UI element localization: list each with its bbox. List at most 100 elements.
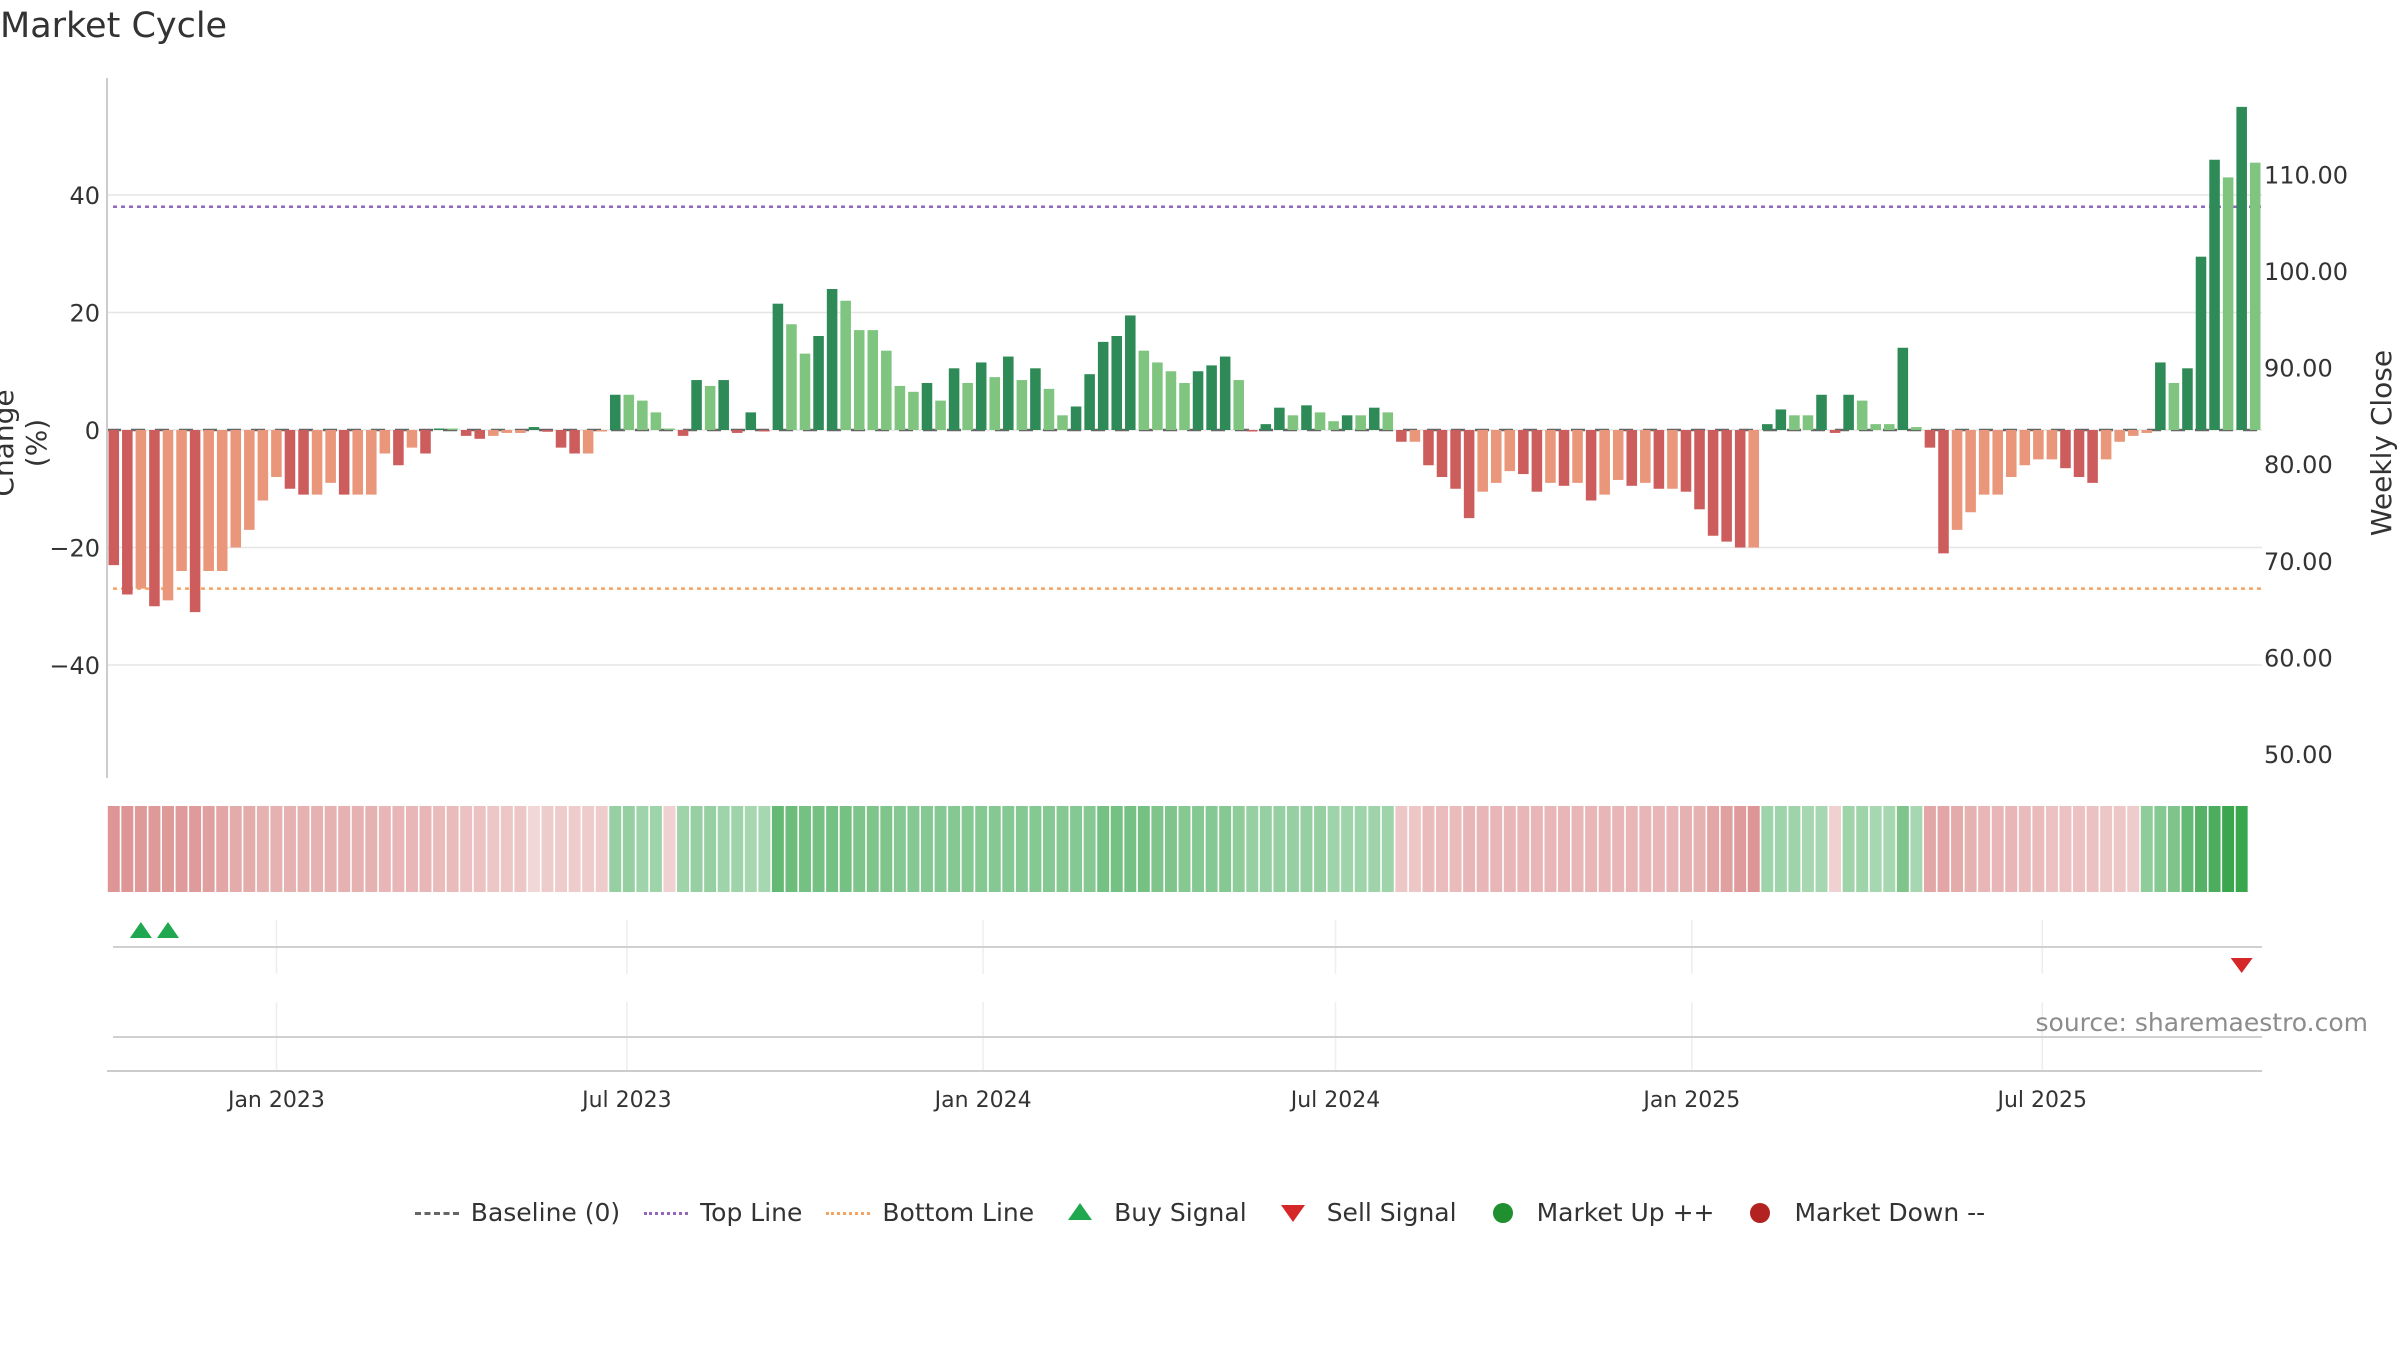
bar (1884, 424, 1895, 430)
bar (908, 391, 919, 430)
strength-cell (988, 806, 1001, 892)
strength-cell (541, 806, 554, 892)
bar (1856, 400, 1868, 430)
strength-cell (1720, 806, 1733, 892)
strength-cell (121, 806, 134, 892)
bar (2087, 430, 2098, 483)
strength-cell (1192, 806, 1205, 892)
strength-cell (1273, 806, 1286, 892)
bar (2005, 430, 2017, 477)
bar (2019, 430, 2031, 466)
strength-cell (324, 806, 337, 892)
strength-cell (338, 806, 351, 892)
bar (352, 430, 364, 495)
legend-market-up: Market Up ++ (1481, 1198, 1714, 1227)
buy-signal-marker (156, 922, 179, 938)
strength-cell (853, 806, 866, 892)
bar (1341, 415, 1353, 430)
strength-cell (663, 806, 676, 892)
bar (1396, 430, 1407, 442)
strength-cell (1015, 806, 1028, 892)
strength-cell (2127, 806, 2140, 892)
bar (1328, 421, 1339, 430)
bar (582, 430, 594, 454)
source-label: source: sharemaestro.com (2035, 1008, 2369, 1037)
bar (745, 412, 757, 430)
bar (962, 383, 973, 430)
y-right-tick-label: 100.00 (2264, 258, 2348, 286)
strength-cell (690, 806, 703, 892)
bar (1192, 371, 1204, 430)
strength-cell (2140, 806, 2153, 892)
bar (1301, 405, 1312, 430)
strength-cell (1381, 806, 1394, 892)
bar (460, 430, 472, 436)
strength-cell (1788, 806, 1801, 892)
strength-cell (1178, 806, 1191, 892)
strength-cell (473, 806, 486, 892)
strength-cell (1639, 806, 1652, 892)
strength-cell (934, 806, 947, 892)
strength-cell (134, 806, 147, 892)
strength-cell (1625, 806, 1638, 892)
bar (677, 430, 689, 436)
strength-cell (595, 806, 608, 892)
bar (1558, 430, 1570, 486)
buy-signal-marker (129, 922, 152, 938)
bar (379, 430, 391, 454)
bar (176, 430, 187, 571)
y-right-tick-label: 90.00 (2264, 355, 2333, 383)
strength-cell (609, 806, 622, 892)
strength-cell (1151, 806, 1164, 892)
strength-cell (1558, 806, 1570, 892)
bar (433, 428, 445, 430)
strength-cell (1029, 806, 1042, 892)
bar (1057, 415, 1068, 430)
bar-series (108, 106, 2261, 613)
bar (759, 430, 770, 432)
strength-cell (677, 806, 689, 892)
bar (1125, 315, 1136, 430)
bar (311, 430, 323, 495)
bar (1518, 430, 1529, 475)
strength-cell (1124, 806, 1137, 892)
triangle-down-icon (1271, 1199, 1315, 1227)
strength-cell (880, 806, 893, 892)
strength-cell (1652, 806, 1665, 892)
bar (244, 430, 255, 530)
strength-cell (1314, 806, 1327, 892)
bar (2182, 368, 2193, 430)
strength-cell (1137, 806, 1150, 892)
legend-top-line-label: Top Line (700, 1198, 803, 1227)
legend-top-line: Top Line (644, 1198, 802, 1227)
y-right-tick-label: 110.00 (2264, 162, 2348, 190)
strength-cell (1490, 806, 1503, 892)
bar (1762, 424, 1773, 430)
y-right-tick-label: 50.00 (2264, 741, 2333, 769)
bar (1951, 430, 1963, 530)
legend-sell-signal: Sell Signal (1271, 1198, 1457, 1227)
bar (1138, 350, 1150, 430)
strength-cell (2195, 806, 2207, 892)
green-dot-icon (1481, 1199, 1525, 1227)
strength-cell (1707, 806, 1720, 892)
bar (1287, 415, 1299, 430)
strength-cell (419, 806, 432, 892)
strength-cell (2154, 806, 2167, 892)
bar (1938, 430, 1949, 554)
strength-cell (270, 806, 283, 892)
strength-cell (527, 806, 540, 892)
strength-cell (311, 806, 324, 892)
y-axis-right-label: Weekly Close Price (2365, 349, 2400, 537)
strength-cell (1219, 806, 1232, 892)
bar (1206, 365, 1217, 430)
y-left-tick-label: −20 (49, 535, 100, 563)
bar (2195, 256, 2207, 430)
bar (366, 430, 377, 495)
dashed-line-icon (414, 1199, 459, 1227)
strength-cell (1747, 806, 1760, 892)
bar (2073, 430, 2085, 477)
strength-cell (812, 806, 825, 892)
strength-cell (649, 806, 662, 892)
